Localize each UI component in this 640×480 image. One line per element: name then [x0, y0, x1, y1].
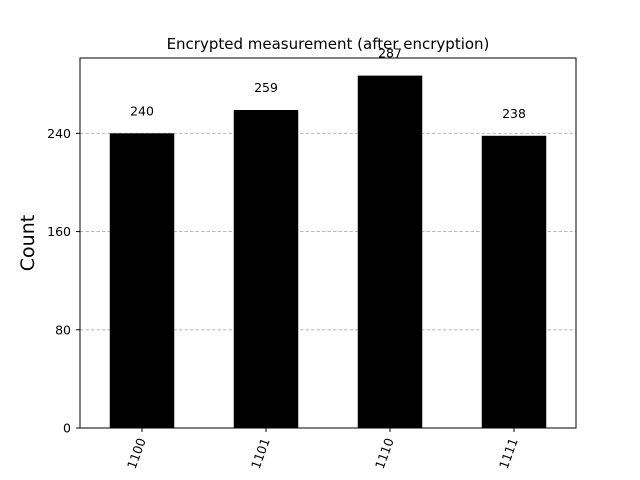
bar-1110: [357, 75, 423, 428]
bar-1101: [233, 109, 299, 428]
y-tick-label: 160: [47, 224, 71, 239]
bar-value-label: 240: [130, 103, 154, 118]
y-tick-label: 80: [55, 322, 71, 337]
bar-value-label: 238: [502, 106, 526, 121]
plot-area-frame: [79, 57, 577, 429]
bar-value-label: 259: [254, 80, 278, 95]
bar-1111: [481, 135, 547, 428]
chart-title: Encrypted measurement (after encryption): [167, 35, 490, 53]
x-tick-label: 1100: [124, 436, 149, 471]
y-tick-label: 0: [63, 421, 71, 436]
x-tick-label: 1111: [496, 436, 521, 471]
value-labels: 240 259 287 238: [130, 46, 526, 121]
bar-1100: [109, 133, 175, 428]
y-tick-label: 240: [47, 126, 71, 141]
x-tick-label: 1110: [372, 436, 397, 471]
y-axis-label: Count: [17, 215, 39, 271]
bars: [109, 75, 547, 428]
x-tick-label: 1101: [248, 436, 273, 471]
bar-value-label: 287: [378, 46, 402, 61]
